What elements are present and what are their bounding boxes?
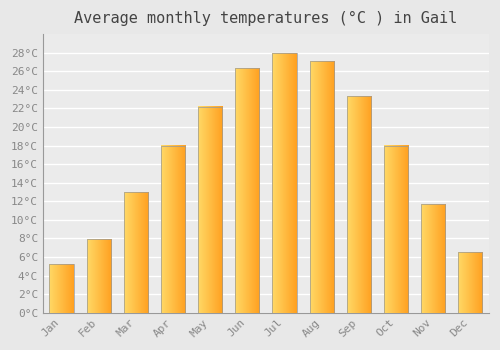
Bar [50, 264, 74, 313]
Bar [124, 192, 148, 313]
Bar [421, 204, 445, 313]
Bar [86, 239, 111, 313]
Bar [272, 53, 296, 313]
Bar [458, 252, 482, 313]
Bar [347, 96, 371, 313]
Bar [236, 68, 260, 313]
Bar [161, 146, 185, 313]
Bar [384, 146, 408, 313]
Bar [198, 107, 222, 313]
Title: Average monthly temperatures (°C ) in Gail: Average monthly temperatures (°C ) in Ga… [74, 11, 458, 26]
Bar [310, 61, 334, 313]
